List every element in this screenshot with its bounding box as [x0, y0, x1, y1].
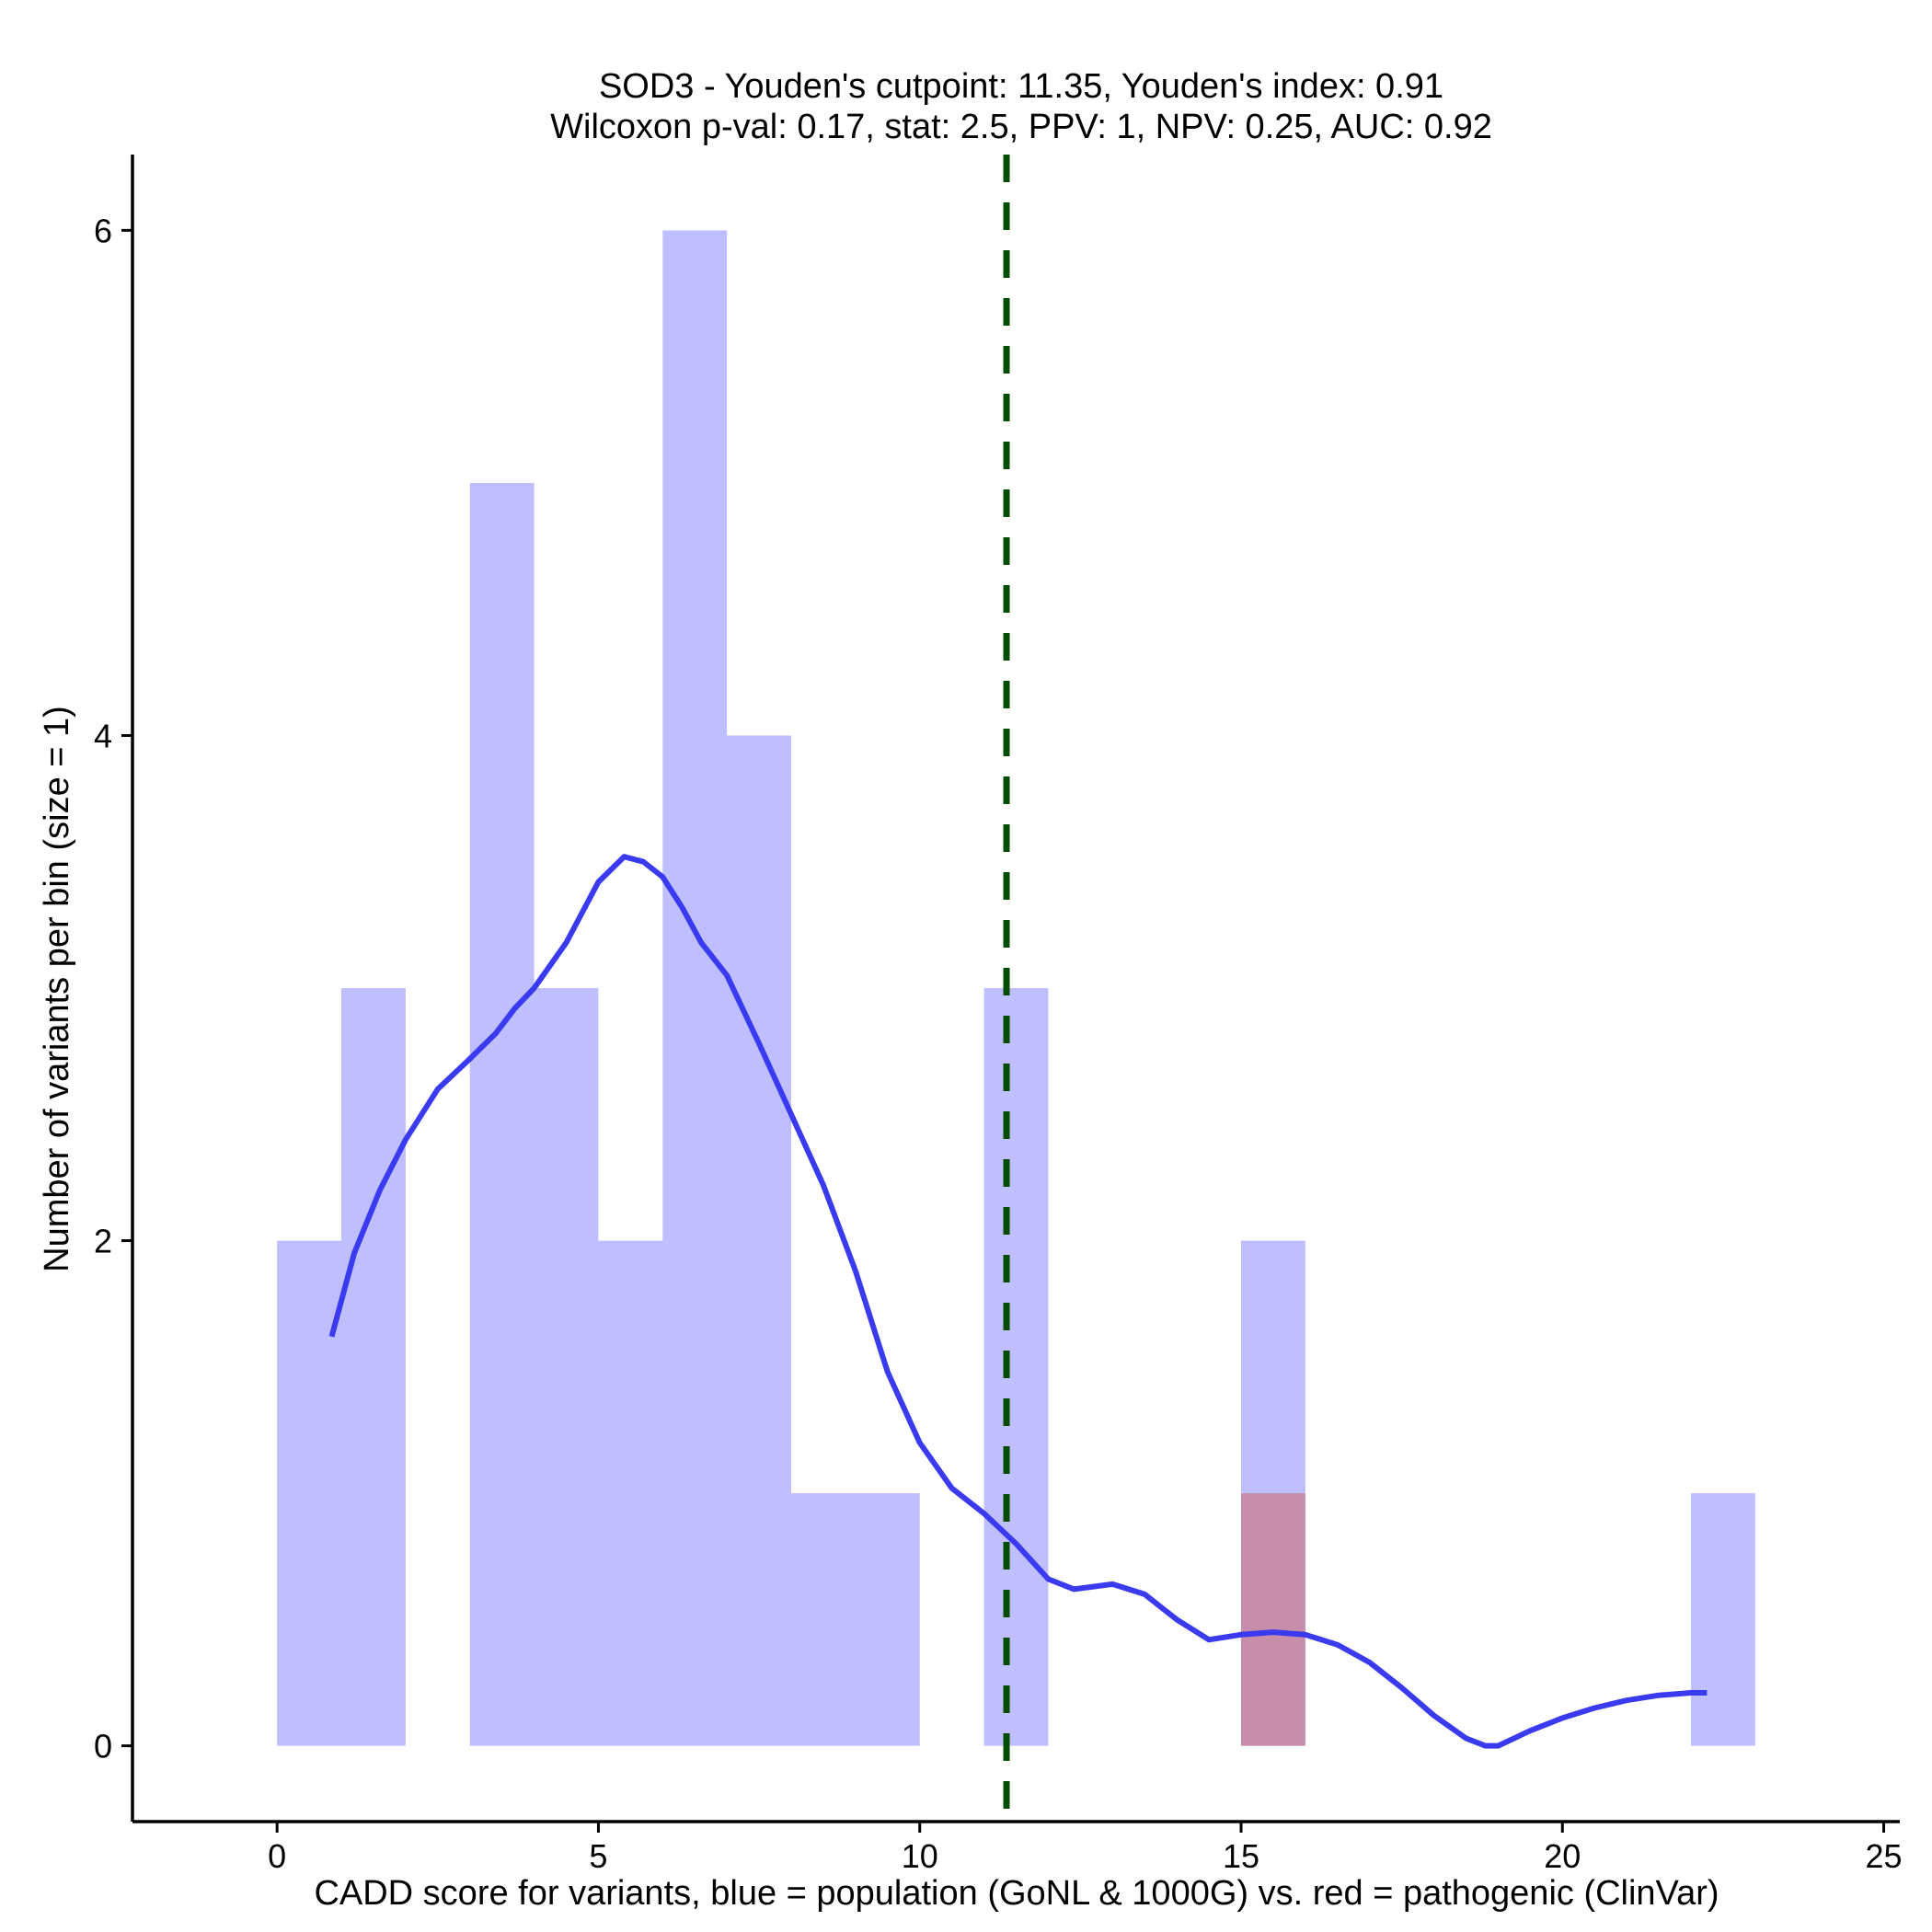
x-tick-label: 0 [268, 1837, 286, 1875]
population-bar-1 [341, 988, 406, 1746]
x-tick-label: 10 [902, 1837, 938, 1875]
x-tick-label: 20 [1544, 1837, 1581, 1875]
chart-title-line-1: SOD3 - Youden's cutpoint: 11.35, Youden'… [599, 67, 1443, 106]
x-tick-label: 25 [1866, 1837, 1903, 1875]
pathogenic-bars [1240, 1493, 1305, 1746]
x-tick-label: 15 [1223, 1837, 1259, 1875]
population-bar-8 [855, 1493, 920, 1746]
y-axis-label: Number of variants per bin (size = 1) [38, 706, 76, 1272]
population-bar-11 [1690, 1493, 1755, 1746]
x-axis-label: CADD score for variants, blue = populati… [314, 1874, 1719, 1913]
population-bar-0 [277, 1240, 342, 1746]
population-bar-5 [662, 230, 728, 1746]
population-bar-9 [983, 988, 1049, 1746]
population-bar-6 [727, 735, 792, 1746]
chart-title-line-2: Wilcoxon p-val: 0.17, stat: 2.5, PPV: 1,… [550, 108, 1492, 146]
population-bar-7 [791, 1493, 856, 1746]
population-bar-3 [534, 988, 599, 1746]
y-tick-label: 4 [94, 717, 112, 754]
x-ticks: 0 5 10 15 20 25 [268, 1822, 1903, 1875]
y-tick-label: 6 [94, 212, 112, 249]
y-tick-label: 2 [94, 1223, 112, 1260]
density-curve [328, 854, 1708, 1749]
y-ticks: 0 2 4 6 [94, 212, 132, 1765]
x-tick-label: 5 [589, 1837, 607, 1875]
density-curve-group [328, 854, 1708, 1749]
population-bars [277, 230, 1755, 1746]
population-bar-2 [469, 482, 535, 1746]
pathogenic-bar-0 [1240, 1493, 1305, 1746]
population-bar-4 [598, 1240, 663, 1746]
y-tick-label: 0 [94, 1728, 112, 1765]
